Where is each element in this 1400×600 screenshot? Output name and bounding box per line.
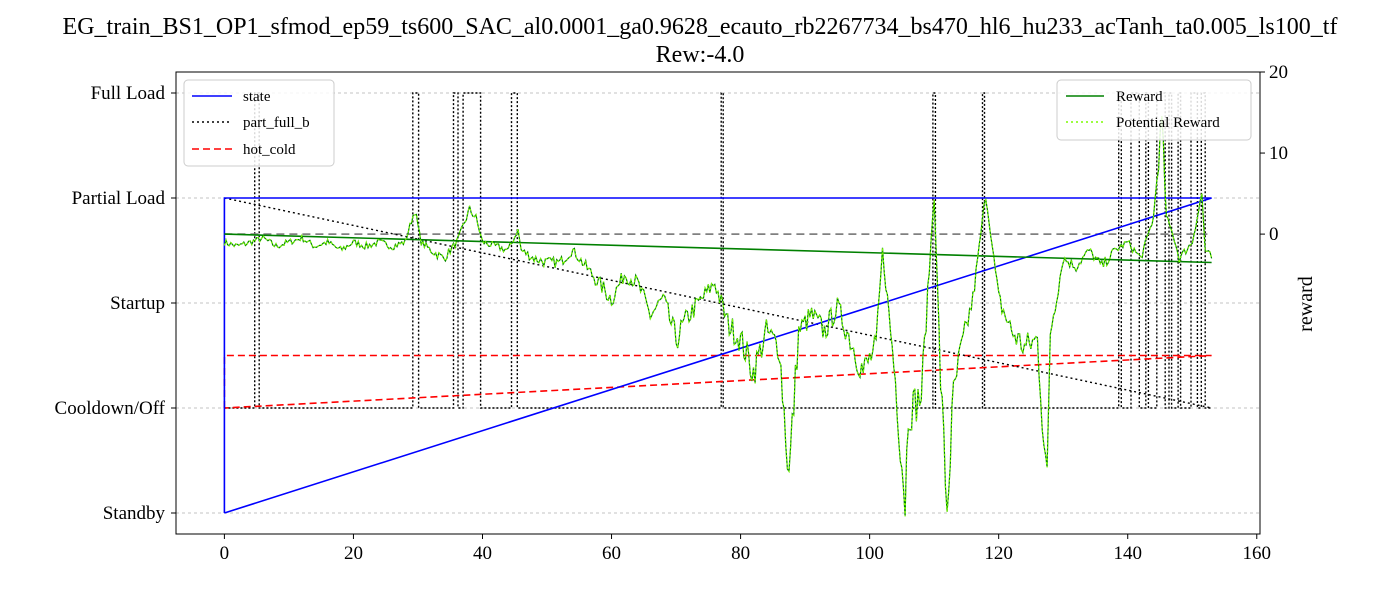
legend-hot-cold-label: hot_cold <box>243 142 296 158</box>
x-tick-label: 140 <box>1113 543 1142 564</box>
x-tick-label: 100 <box>855 543 884 564</box>
x-tick-label: 80 <box>731 543 750 564</box>
legend-right: Reward Potential Reward <box>1056 79 1252 141</box>
x-axis-ticks: 0 20 40 60 80 100 120 140 160 <box>220 534 1271 564</box>
potential-reward-line <box>223 116 1213 517</box>
legend-potential-label: Potential Reward <box>1116 115 1220 131</box>
series-lines <box>223 197 1212 514</box>
hot-cold-line <box>223 354 1212 409</box>
chart-subtitle: Rew:-4.0 <box>656 42 745 68</box>
reward-line <box>223 116 1213 517</box>
legend-right-frame <box>1056 79 1252 141</box>
reward-lines <box>223 116 1213 517</box>
right-tick-label: 0 <box>1269 224 1279 245</box>
legend-reward-label: Reward <box>1116 89 1163 105</box>
legend-state-label: state <box>243 89 271 105</box>
x-tick-label: 60 <box>602 543 621 564</box>
legend-part-full-label: part_full_b <box>243 115 310 131</box>
right-tick-label: 10 <box>1269 143 1288 164</box>
left-tick-label: Startup <box>110 293 165 314</box>
chart-title: EG_train_BS1_OP1_sfmod_ep59_ts600_SAC_al… <box>63 14 1338 40</box>
legend-left: state part_full_b hot_cold <box>183 79 335 167</box>
left-tick-label: Cooldown/Off <box>55 398 166 419</box>
right-axis-ticks: 0 10 20 <box>1260 62 1288 245</box>
left-tick-label: Full Load <box>91 83 166 104</box>
part-full-trend-line <box>224 197 1212 409</box>
left-axis-ticks: Standby Cooldown/Off Startup Partial Load Fu… <box>55 83 176 524</box>
state-line <box>223 197 1212 514</box>
reward-trend-line <box>224 233 1212 264</box>
x-tick-label: 20 <box>344 543 363 564</box>
x-tick-label: 160 <box>1243 543 1272 564</box>
left-tick-label: Partial Load <box>72 188 166 209</box>
x-tick-label: 40 <box>473 543 492 564</box>
right-axis-label: reward <box>1295 276 1317 332</box>
x-tick-label: 0 <box>220 543 230 564</box>
grid-lines <box>176 92 1260 514</box>
left-tick-label: Standby <box>103 503 166 524</box>
right-tick-label: 20 <box>1269 62 1288 83</box>
x-tick-label: 120 <box>984 543 1013 564</box>
legend-left-frame <box>183 79 335 167</box>
